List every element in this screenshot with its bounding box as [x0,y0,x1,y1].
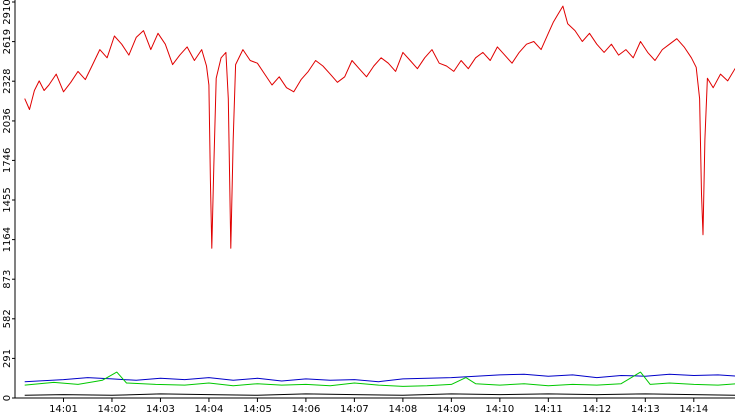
x-tick-label: 14:01 [49,404,78,415]
y-tick-label: 1164 [2,227,13,252]
y-tick-label: 0 [2,395,13,401]
x-tick-label: 14:14 [679,404,708,415]
y-tick-label: 291 [2,349,13,368]
y-tick-label: 1746 [2,148,13,173]
x-axis: 14:01 14:02 14:03 14:04 14:05 14:06 14:07 14:08… [49,398,708,415]
y-axis: 0 291 582 873 1164 1455 1746 2036 2328 2619 2910 [2,0,15,401]
x-tick-label: 14:02 [98,404,127,415]
x-tick-label: 14:07 [340,404,369,415]
y-tick-label: 2910 [2,0,13,25]
x-tick-label: 14:13 [631,404,660,415]
x-tick-label: 14:09 [437,404,466,415]
y-tick-label: 1455 [2,187,13,212]
y-tick-label: 582 [2,309,13,328]
x-tick-label: 14:11 [534,404,563,415]
y-tick-label: 2619 [2,29,13,54]
x-tick-label: 14:12 [582,404,611,415]
x-tick-label: 14:03 [146,404,175,415]
plot-background [15,0,735,398]
x-tick-label: 14:05 [243,404,272,415]
x-tick-label: 14:04 [195,404,224,415]
series-lines [24,5,735,396]
x-tick-label: 14:10 [485,404,514,415]
series-line-4 [24,393,735,396]
y-tick-label: 2328 [2,68,13,93]
x-tick-label: 14:08 [388,404,417,415]
series-line-1 [24,5,735,249]
y-tick-label: 2036 [2,108,13,133]
y-tick-label: 873 [2,270,13,289]
series-line-2 [24,373,735,383]
series-line-3 [24,371,735,387]
x-tick-label: 14:06 [291,404,320,415]
